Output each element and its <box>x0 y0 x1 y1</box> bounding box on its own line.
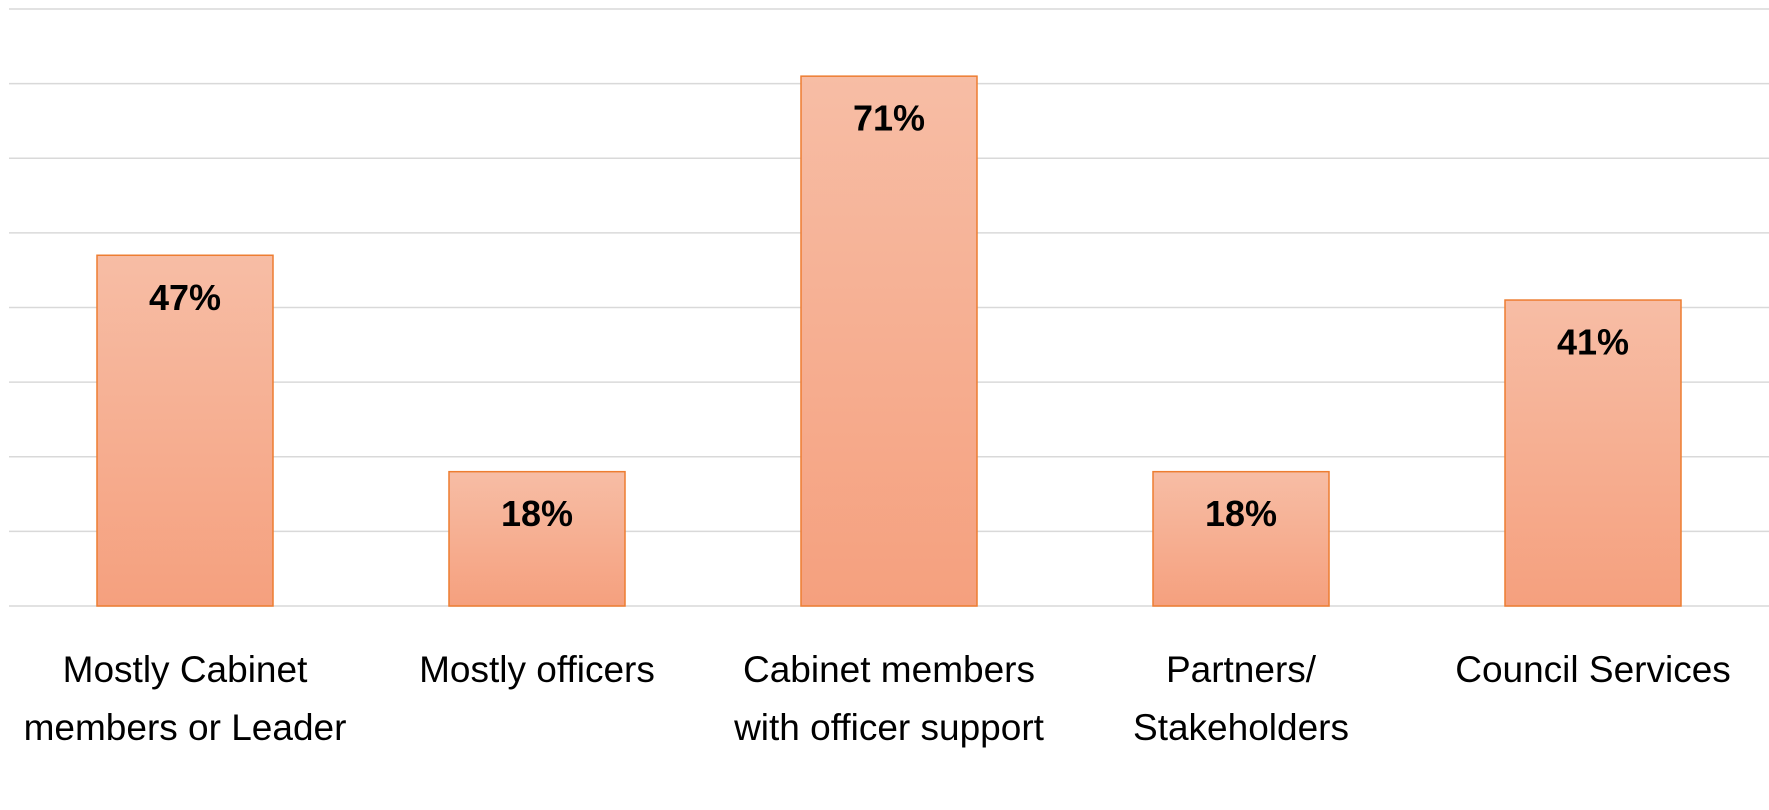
data-label: 18% <box>501 493 573 534</box>
x-tick-label: Partners/ Stakeholders <box>1133 649 1349 748</box>
data-label: 71% <box>853 98 925 139</box>
x-tick-label: Mostly Cabinet members or Leader <box>23 649 347 748</box>
bar <box>448 470 626 607</box>
bar <box>1152 470 1330 607</box>
x-tick-label: Council Services <box>1455 649 1731 690</box>
x-tick-label: Mostly officers <box>419 649 655 690</box>
bar <box>800 75 978 607</box>
data-label: 41% <box>1557 322 1629 363</box>
data-label: 18% <box>1205 493 1277 534</box>
bar <box>1504 299 1682 607</box>
x-tick-label: Cabinet members with officer support <box>734 649 1044 748</box>
data-label: 47% <box>149 277 221 318</box>
bar <box>96 254 274 607</box>
